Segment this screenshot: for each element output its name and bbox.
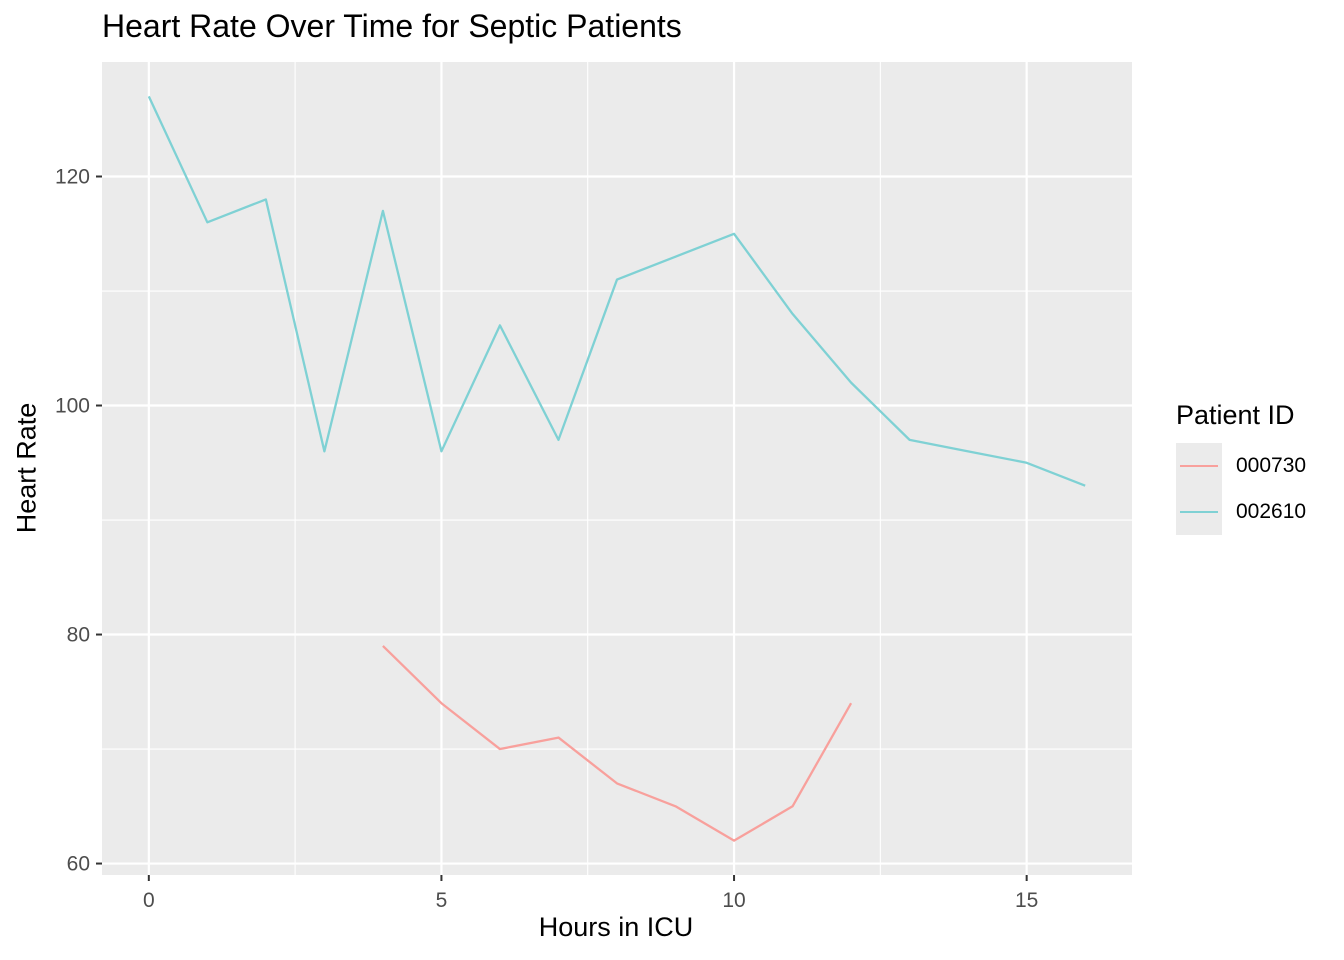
plot-panel — [102, 62, 1132, 875]
y-tick-label: 100 — [55, 395, 90, 418]
y-axis-label: Heart Rate — [11, 402, 42, 534]
x-tick-label: 15 — [1015, 889, 1038, 912]
legend-swatch — [1180, 511, 1218, 513]
series-lines — [147, 95, 1086, 842]
y-axis: 60 80 100 120 — [55, 166, 102, 876]
chart-title: Heart Rate Over Time for Septic Patients — [102, 8, 682, 44]
major-gridlines — [102, 62, 1132, 875]
legend-label: 000730 — [1236, 454, 1307, 477]
legend-item: 000730 — [1176, 443, 1306, 489]
series-line-002610 — [147, 95, 1086, 487]
legend-swatch — [1180, 465, 1218, 467]
x-tick-label: 0 — [143, 889, 155, 912]
series-line-000730 — [382, 645, 853, 842]
y-tick-label: 80 — [67, 624, 90, 647]
legend-label: 002610 — [1236, 500, 1307, 523]
y-tick-label: 60 — [67, 853, 90, 876]
x-axis: 0 5 10 15 — [143, 875, 1038, 912]
legend-key — [1176, 489, 1222, 535]
x-tick-label: 10 — [722, 889, 745, 912]
minor-gridlines — [102, 62, 1132, 875]
y-tick-label: 120 — [55, 166, 90, 189]
x-tick-label: 5 — [436, 889, 448, 912]
legend-item: 002610 — [1176, 489, 1306, 535]
legend-key — [1176, 443, 1222, 489]
legend: Patient ID 000730 002610 — [1176, 400, 1306, 535]
x-axis-label: Hours in ICU — [538, 912, 694, 942]
legend-title: Patient ID — [1176, 400, 1295, 430]
